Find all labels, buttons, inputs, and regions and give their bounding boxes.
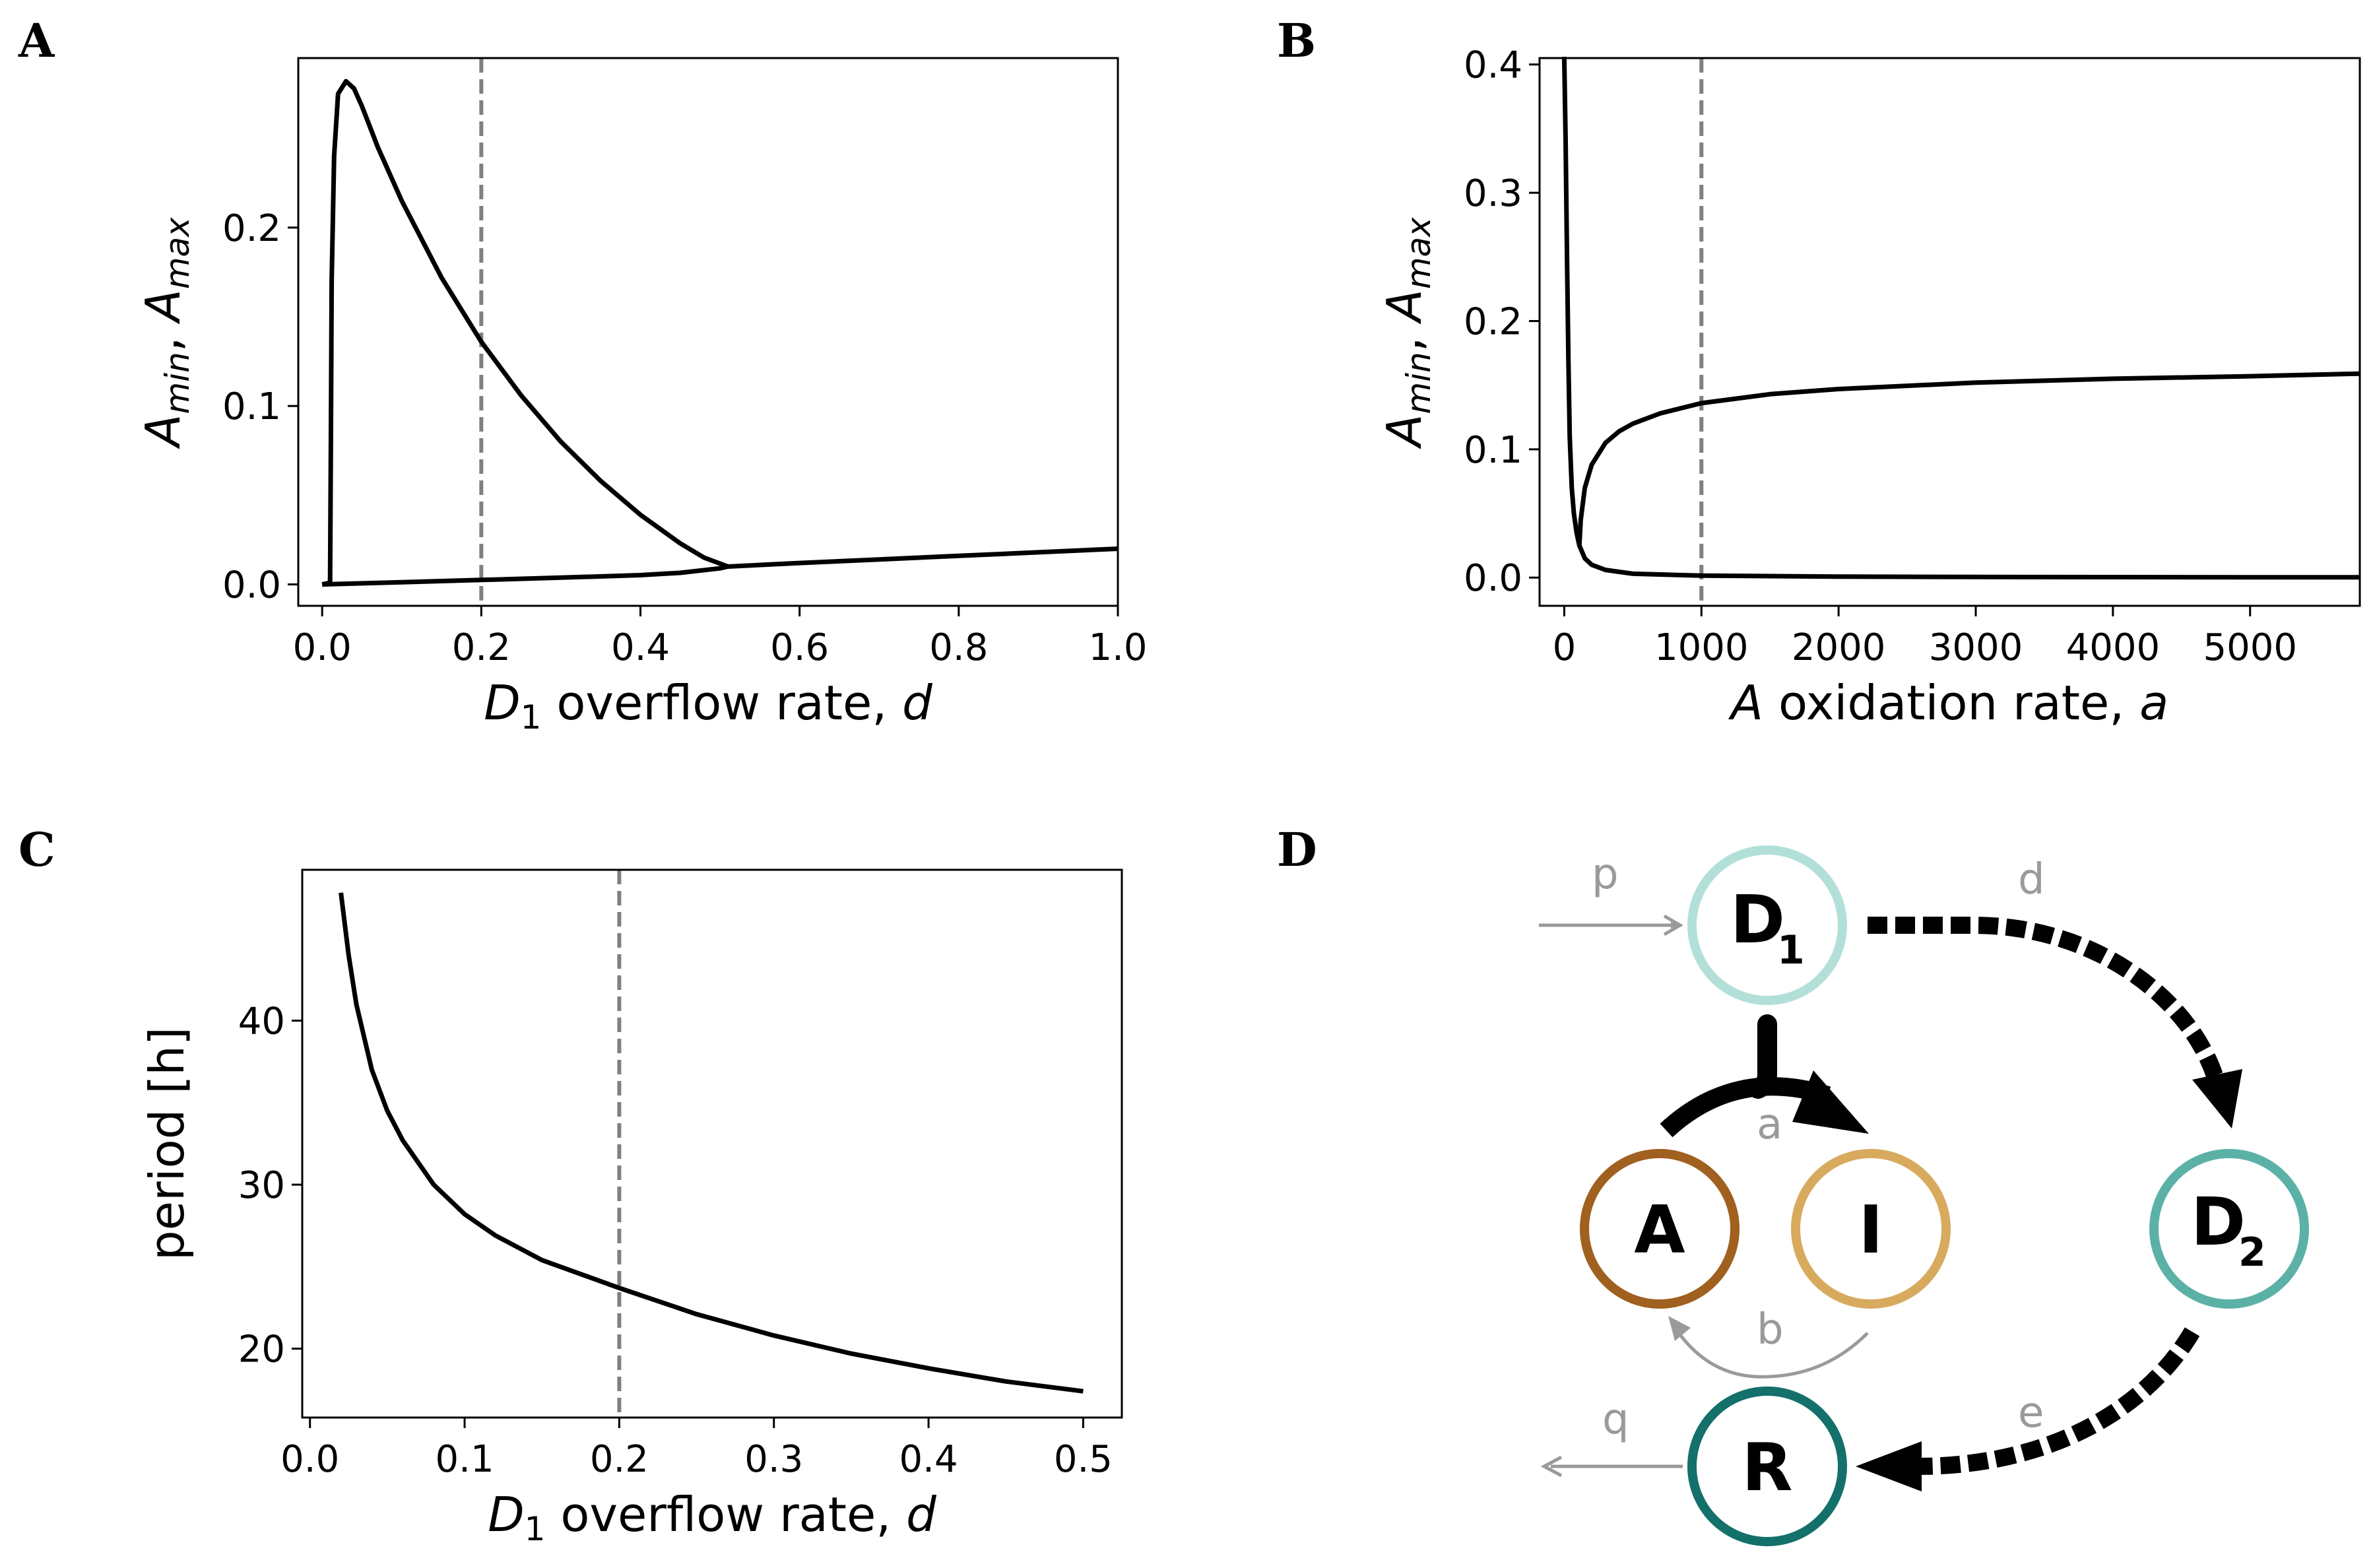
chart-b-series-1 — [1561, 56, 2360, 580]
chart-b-ytick-label: 0.2 — [1464, 300, 1522, 343]
chart-c-ytick-label: 20 — [238, 1328, 285, 1371]
chart-c-xtick-label: 0.1 — [436, 1438, 494, 1481]
edge-b-arrowhead — [1668, 1316, 1691, 1341]
chart-a: 0.0 0.2 0.4 0.6 0.8 1.0 0.0 0.1 0.2 D1 overflow r… — [135, 57, 1148, 736]
node-d1-subscript: 1 — [1777, 927, 1805, 973]
chart-c-xtick-label: 0.5 — [1054, 1438, 1113, 1481]
chart-a-xtick-label: 0.2 — [452, 626, 511, 669]
chart-b-ytick-label: 0.4 — [1464, 44, 1522, 87]
node-d1-label: D — [1730, 881, 1785, 958]
chart-b-xtick-label: 0 — [1553, 626, 1577, 669]
chart-c-series-1 — [339, 892, 1084, 1394]
chart-a-frame — [297, 57, 1119, 607]
chart-c-xtick-label: 0.4 — [899, 1438, 958, 1481]
chart-a-xlabel: D1 overflow rate, d — [484, 675, 933, 736]
chart-a-xtick-label: 0.4 — [611, 626, 670, 669]
node-i-label: I — [1858, 1191, 1883, 1268]
node-r: R — [1687, 1387, 1847, 1546]
chart-b-xlabel: A oxidation rate, a — [1728, 675, 2168, 731]
chart-b-xtick-label: 3000 — [1929, 626, 2023, 669]
chart-c-ylabel: period [h] — [139, 1027, 195, 1260]
chart-a-series-1 — [321, 79, 729, 587]
chart-b-frame — [1538, 57, 2361, 607]
edge-label-e: e — [2018, 1388, 2044, 1437]
chart-a-xtick-label: 1.0 — [1088, 626, 1147, 669]
chart-a-xtick-label: 0.0 — [293, 626, 352, 669]
edge-q-arrowhead — [1540, 1455, 1563, 1478]
chart-b-ylabel: Amin, Amax — [1377, 217, 1438, 449]
edge-e-arrow — [1916, 1327, 2200, 1475]
chart-a-ytick-label: 0.1 — [222, 385, 281, 428]
chart-c-xtick-label: 0.0 — [280, 1438, 339, 1481]
chart-c-xtick-label: 0.3 — [744, 1438, 803, 1481]
edge-label-b: b — [1757, 1305, 1784, 1354]
chart-b-ytick-label: 0.3 — [1464, 172, 1522, 215]
edge-label-p: p — [1592, 850, 1619, 899]
node-d1: D 1 — [1687, 845, 1847, 1005]
chart-a-xtick-label: 0.6 — [770, 626, 829, 669]
chart-c-ytick-label: 30 — [238, 1164, 285, 1207]
panel-letter-a: A — [18, 13, 55, 68]
node-d2-circle — [2149, 1149, 2309, 1309]
chart-b-xtick-label: 5000 — [2203, 626, 2297, 669]
node-r-label: R — [1741, 1429, 1792, 1506]
node-i-circle — [1791, 1149, 1951, 1309]
node-a: A — [1580, 1149, 1740, 1309]
chart-b-xtick-label: 1000 — [1654, 626, 1749, 669]
chart-b: 0 1000 2000 3000 4000 5000 0.0 0.1 0.2 0.3 0.4 A ox… — [1377, 44, 2361, 731]
node-d2-subscript: 2 — [2238, 1229, 2266, 1276]
edge-label-q: q — [1602, 1395, 1629, 1444]
node-a-circle — [1580, 1149, 1740, 1309]
chart-a-ylabel: Amin, Amax — [135, 217, 197, 449]
node-d2: D 2 — [2149, 1149, 2309, 1309]
edge-a-arrow — [1660, 1077, 1831, 1138]
edge-p-arrowhead — [1663, 914, 1683, 936]
node-i: I — [1791, 1149, 1951, 1309]
chart-a-series-2 — [322, 546, 1119, 587]
panel-letter-c: C — [18, 822, 55, 877]
edge-e-arrowhead — [1856, 1441, 1922, 1491]
chart-a-ytick-label: 0.2 — [222, 207, 281, 250]
node-r-circle — [1687, 1387, 1847, 1546]
chart-b-ytick-label: 0.1 — [1464, 429, 1522, 472]
chart-c-ytick-label: 40 — [238, 1000, 285, 1043]
chart-c-xlabel: D1 overflow rate, d — [488, 1487, 937, 1548]
chart-c-xtick-label: 0.2 — [590, 1438, 649, 1481]
edge-label-a: a — [1757, 1100, 1782, 1149]
chart-c-frame — [301, 868, 1123, 1419]
node-a-label: A — [1634, 1191, 1685, 1268]
reaction-diagram: p d a b e q D 1 A I — [1539, 845, 2309, 1546]
node-d2-label: D — [2191, 1183, 2246, 1260]
panel-letter-b: B — [1277, 13, 1316, 68]
edge-b-arrow — [1677, 1332, 1869, 1379]
edge-d-arrow — [1868, 917, 2227, 1092]
chart-b-ytick-label: 0.0 — [1464, 557, 1522, 600]
chart-b-series-2 — [1577, 371, 2360, 546]
chart-b-xtick-label: 2000 — [1792, 626, 1886, 669]
chart-c: 0.0 0.1 0.2 0.3 0.4 0.5 20 30 40 D1 overflow rate… — [139, 868, 1123, 1548]
edge-label-d: d — [2018, 855, 2045, 904]
chart-a-ytick-label: 0.0 — [222, 564, 281, 607]
chart-b-xtick-label: 4000 — [2066, 626, 2161, 669]
edge-d1-input — [1748, 1014, 1777, 1099]
chart-a-xtick-label: 0.8 — [929, 626, 988, 669]
edge-a-arrowhead — [1792, 1070, 1869, 1134]
edge-d-arrowhead — [2192, 1069, 2242, 1128]
panel-letter-d: D — [1277, 822, 1317, 877]
node-d1-circle — [1687, 845, 1847, 1005]
